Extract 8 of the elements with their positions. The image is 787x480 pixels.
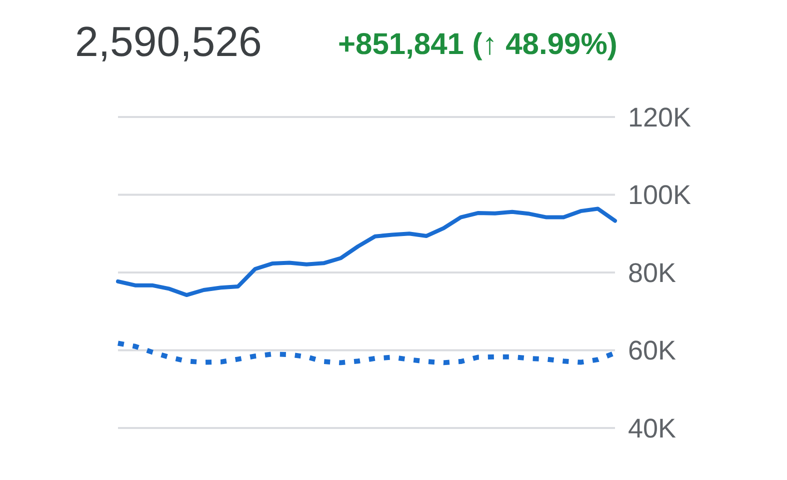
y-tick-label: 60K (628, 336, 676, 366)
line-series (116, 206, 617, 298)
y-tick-label: 120K (628, 102, 692, 132)
chart-subtitle: +851,841 (↑ 48.99%) (338, 28, 618, 61)
y-tick-label: 40K (628, 413, 676, 444)
chart-title: 2,590,526 (75, 18, 262, 65)
y-tick-label: 80K (628, 258, 676, 288)
y-tick-label: 100K (628, 180, 692, 210)
